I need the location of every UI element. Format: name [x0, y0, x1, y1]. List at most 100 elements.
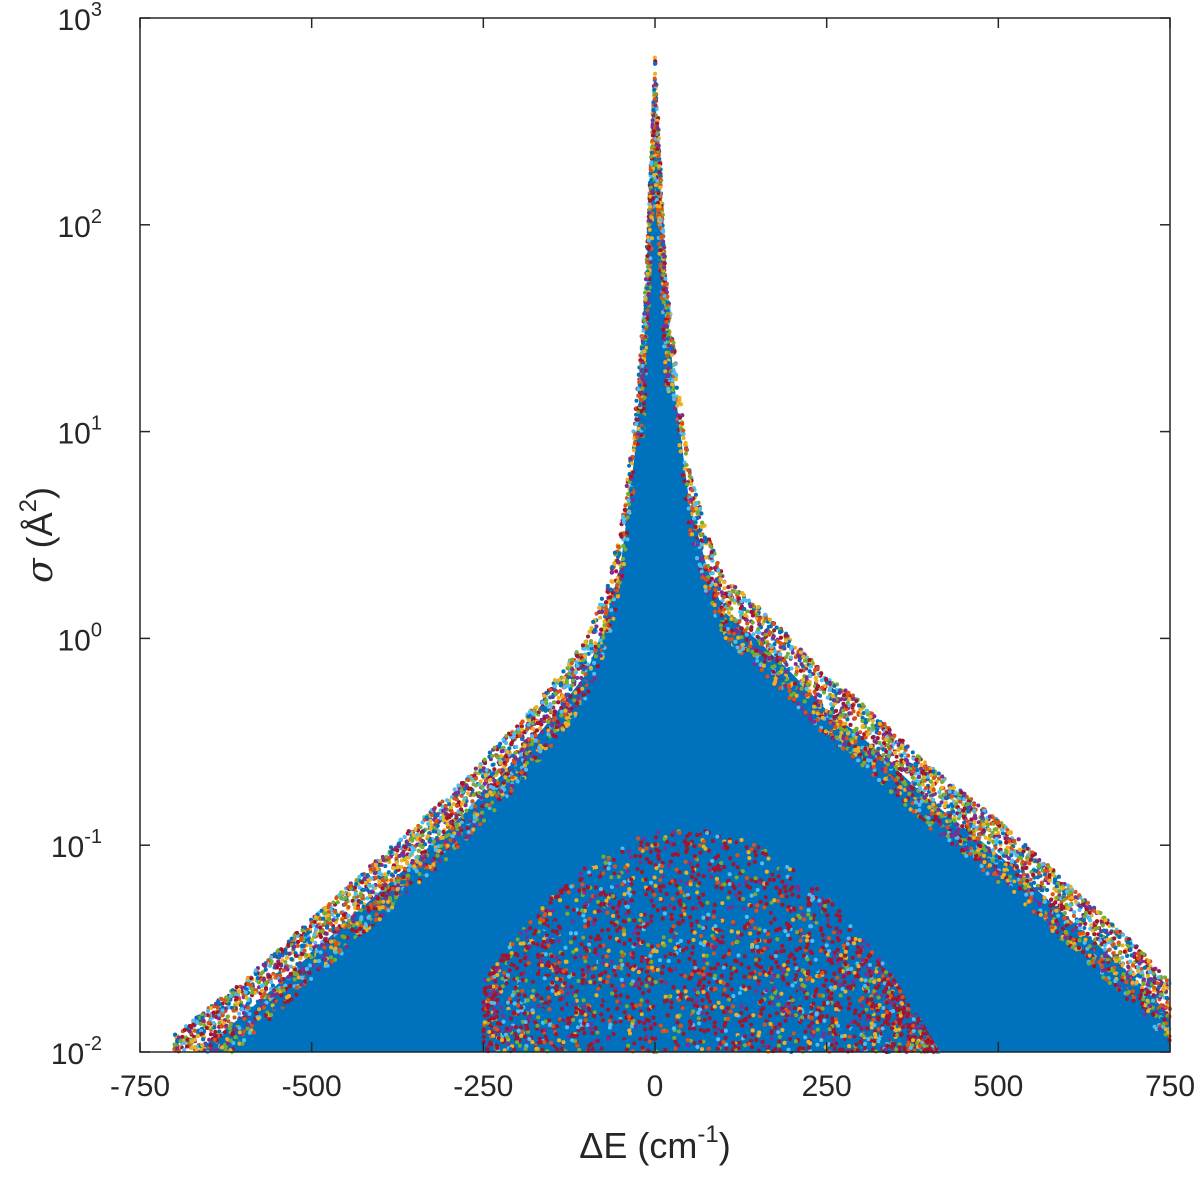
scatter-point [630, 497, 635, 502]
scatter-point [862, 757, 867, 762]
scatter-point [583, 696, 588, 701]
scatter-point [996, 830, 1001, 835]
scatter-point [1126, 944, 1131, 949]
scatter-point [399, 858, 404, 863]
scatter-point [465, 826, 470, 830]
scatter-point [652, 55, 657, 60]
scatter-point [490, 762, 495, 767]
scatter-point [682, 466, 687, 471]
scatter-point [860, 739, 865, 744]
scatter-point [772, 664, 777, 669]
scatter-point [829, 702, 834, 707]
scatter-point [870, 719, 875, 723]
scatter-point [976, 803, 981, 808]
scatter-point [903, 802, 908, 807]
scatter-point [937, 790, 942, 795]
scatter-point [790, 650, 795, 655]
scatter-point [329, 945, 334, 950]
scatter-point [448, 838, 453, 843]
scatter-point [865, 742, 870, 747]
scatter-point [496, 803, 501, 808]
scatter-point [580, 686, 585, 691]
scatter-point [842, 742, 847, 747]
scatter-point [744, 632, 749, 637]
scatter-point [686, 506, 691, 511]
scatter-point [634, 398, 639, 403]
scatter-point [938, 832, 943, 837]
scatter-point [477, 765, 482, 770]
scatter-point [346, 905, 351, 909]
scatter-point [436, 844, 441, 849]
scatter-point [611, 616, 616, 621]
scatter-point [478, 779, 483, 784]
scatter-point [987, 849, 992, 854]
scatter-point [313, 940, 318, 945]
scatter-point [556, 695, 561, 700]
scatter-points [172, 55, 1172, 1054]
scatter-point [226, 1005, 231, 1010]
scatter-point [396, 883, 401, 888]
scatter-point [724, 619, 729, 624]
scatter-point [217, 1029, 222, 1034]
scatter-point [493, 800, 498, 805]
scatter-point [688, 528, 693, 533]
scatter-point [741, 642, 745, 647]
scatter-point [283, 960, 288, 964]
scatter-point [722, 586, 727, 591]
scatter-point [924, 799, 929, 804]
scatter-point [755, 634, 760, 639]
scatter-point [590, 679, 595, 684]
scatter-point [778, 686, 783, 691]
scatter-point [684, 463, 689, 467]
scatter-point [417, 872, 422, 876]
scatter-point [209, 1047, 214, 1052]
scatter-point [1056, 913, 1061, 918]
scatter-point [341, 930, 346, 935]
scatter-point [981, 868, 986, 873]
scatter-point [180, 1034, 185, 1039]
scatter-point [949, 833, 954, 838]
scatter-point [245, 1026, 250, 1031]
scatter-point [583, 639, 588, 644]
scatter-point [478, 822, 483, 827]
scatter-point [708, 544, 713, 549]
scatter-point [237, 1011, 242, 1016]
scatter-point [818, 728, 823, 733]
scatter-point [223, 1030, 228, 1034]
scatter-point [451, 802, 456, 806]
scatter-point [1087, 910, 1092, 915]
scatter-point [237, 1026, 242, 1031]
scatter-density-region [174, 89, 1171, 1052]
scatter-point [993, 867, 998, 872]
scatter-point [1001, 853, 1006, 858]
scatter-point [438, 858, 442, 863]
scatter-point [1055, 930, 1060, 935]
scatter-point [390, 901, 395, 906]
scatter-point [1029, 895, 1034, 900]
scatter-point [613, 607, 618, 612]
scatter-point [317, 966, 322, 970]
scatter-point [1140, 959, 1145, 964]
scatter-point [823, 712, 828, 717]
scatter-point [614, 569, 619, 574]
scatter-point [238, 1036, 243, 1041]
scatter-point [1120, 943, 1125, 948]
scatter-point [881, 753, 886, 757]
scatter-point [807, 688, 812, 693]
scatter-point [1157, 969, 1161, 974]
scatter-point [609, 608, 614, 613]
scatter-point [1087, 936, 1092, 941]
scatter-point [681, 436, 686, 441]
scatter-point [910, 750, 915, 755]
scatter-point [726, 585, 731, 590]
scatter-point [402, 887, 407, 892]
scatter-point [923, 760, 927, 765]
scatter-point [624, 484, 629, 488]
scatter-point [793, 662, 798, 666]
scatter-point [703, 588, 708, 593]
scatter-point [983, 835, 988, 840]
scatter-point [1068, 920, 1073, 925]
scatter-point [1121, 968, 1126, 973]
scatter-point [869, 769, 873, 774]
